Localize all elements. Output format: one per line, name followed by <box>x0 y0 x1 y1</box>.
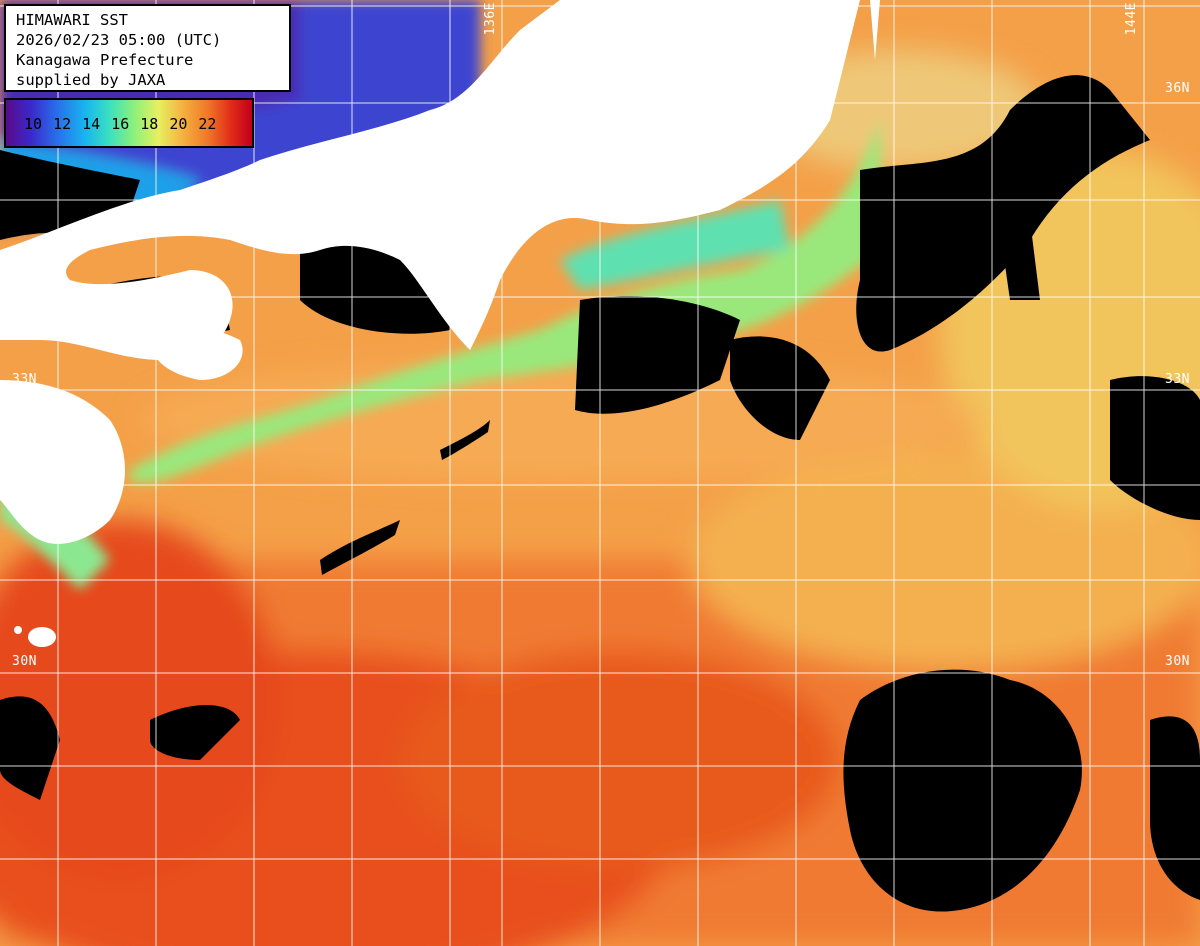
temperature-color-scale: 10 12 14 16 18 20 22 <box>4 98 254 148</box>
lat-label-33n-right: 33N <box>1165 372 1190 387</box>
lat-label-30n-left: 30N <box>12 654 37 669</box>
scale-tick: 14 <box>82 115 101 133</box>
scale-tick: 10 <box>24 115 43 133</box>
scale-tick-labels: 10 12 14 16 18 20 22 <box>24 115 216 133</box>
info-supplier: supplied by JAXA <box>16 71 166 89</box>
scale-tick: 22 <box>198 115 217 133</box>
scale-tick: 12 <box>53 115 72 133</box>
island <box>28 627 56 647</box>
scale-tick: 20 <box>169 115 188 133</box>
lat-label-30n-right: 30N <box>1165 654 1190 669</box>
info-timestamp: 2026/02/23 05:00 (UTC) <box>16 31 222 49</box>
lon-label-144e: 144E <box>1124 2 1139 36</box>
scale-tick: 18 <box>140 115 159 133</box>
boso-coast <box>870 0 880 60</box>
shikoku-coast <box>150 325 243 380</box>
land-mass <box>0 0 880 647</box>
lon-label-136e: 136E <box>483 2 498 36</box>
map-info-box: HIMAWARI SST 2026/02/23 05:00 (UTC) Kana… <box>4 4 291 92</box>
info-title: HIMAWARI SST <box>16 11 128 29</box>
info-region: Kanagawa Prefecture <box>16 51 194 69</box>
honshu-coast <box>0 0 860 360</box>
lat-label-36n: 36N <box>1165 81 1190 96</box>
lat-label-33n-left: 33N <box>12 372 37 387</box>
scale-tick: 16 <box>111 115 130 133</box>
kyushu-coast <box>0 380 125 544</box>
